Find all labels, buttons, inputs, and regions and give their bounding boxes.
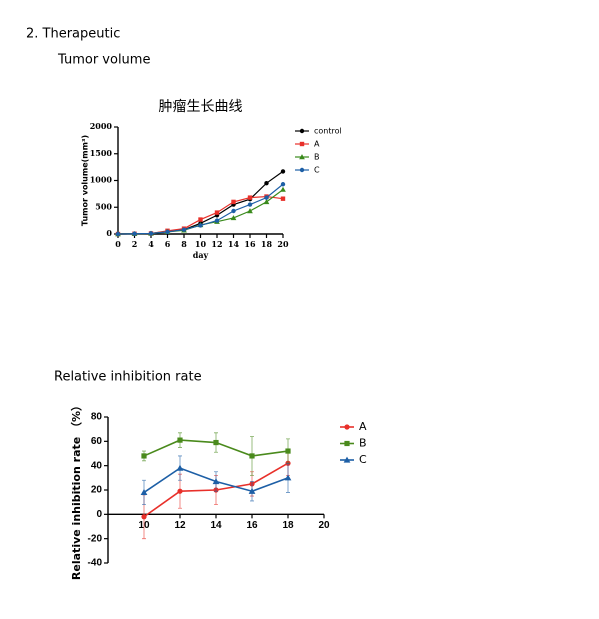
data-point xyxy=(198,217,203,222)
section-title: Relative inhibition rate xyxy=(54,370,202,385)
x-tick-label: 2 xyxy=(132,239,138,249)
data-point xyxy=(263,199,270,205)
data-point xyxy=(198,223,203,228)
y-tick-label: 0 xyxy=(96,509,102,520)
legend-label: C xyxy=(314,166,320,175)
data-point xyxy=(249,453,255,459)
data-point xyxy=(280,196,286,201)
data-point xyxy=(214,218,220,223)
y-tick-label: 60 xyxy=(91,436,103,447)
data-point xyxy=(177,488,183,494)
x-tick-label: 20 xyxy=(277,239,289,249)
y-tick-label: 40 xyxy=(91,460,103,471)
y-tick-label: 1000 xyxy=(90,175,113,185)
data-point xyxy=(141,514,147,520)
x-tick-label: 20 xyxy=(318,520,330,531)
x-tick-label: 16 xyxy=(246,520,258,531)
legend-marker xyxy=(299,154,305,160)
data-point xyxy=(247,202,253,207)
data-point xyxy=(148,231,154,236)
data-point xyxy=(214,210,220,215)
y-tick-label: 80 xyxy=(91,412,103,423)
x-axis-label: day xyxy=(193,250,209,260)
x-tick-label: 14 xyxy=(210,520,222,531)
x-tick-label: 10 xyxy=(195,239,207,249)
legend-marker xyxy=(299,141,305,147)
data-point xyxy=(280,186,286,192)
data-point xyxy=(231,199,236,205)
data-point xyxy=(132,231,137,236)
data-point xyxy=(230,215,237,221)
y-axis-label: Tumor volume(mm³) xyxy=(81,135,90,226)
x-tick-label: 6 xyxy=(165,239,171,249)
legend-marker xyxy=(299,167,305,173)
y-tick-label: 1500 xyxy=(90,148,113,158)
data-point xyxy=(247,195,253,200)
y-tick-label: 20 xyxy=(91,485,103,496)
data-point xyxy=(213,439,219,446)
data-point xyxy=(264,195,269,200)
series-line xyxy=(117,195,284,235)
x-tick-label: 12 xyxy=(174,520,186,531)
y-tick-label: -40 xyxy=(88,558,103,569)
data-point xyxy=(141,453,147,459)
x-tick-label: 4 xyxy=(148,239,154,249)
heading: 2. Therapeutic xyxy=(26,27,120,42)
data-point xyxy=(177,437,183,443)
y-axis-label: Relative inhibition rate （%） xyxy=(70,400,83,580)
data-point xyxy=(264,180,269,186)
data-point xyxy=(285,448,291,454)
x-tick-label: 12 xyxy=(211,239,222,249)
data-point xyxy=(284,474,292,481)
y-tick-label: 2000 xyxy=(90,121,113,131)
legend-label: C xyxy=(359,453,367,466)
data-point xyxy=(140,489,148,496)
subheading: Tumor volume xyxy=(57,53,150,68)
data-point xyxy=(280,182,286,187)
data-point xyxy=(181,227,187,232)
data-point xyxy=(280,169,286,174)
x-tick-label: 18 xyxy=(261,239,273,249)
legend-marker xyxy=(344,440,350,447)
x-tick-label: 14 xyxy=(228,239,240,249)
chart-title: 肿瘤生长曲线 xyxy=(159,98,243,115)
y-tick-label: 0 xyxy=(106,228,112,238)
data-point xyxy=(115,231,121,237)
x-tick-label: 18 xyxy=(282,520,294,531)
y-tick-label: 500 xyxy=(95,201,112,211)
legend-label: A xyxy=(359,420,367,433)
legend-marker xyxy=(344,424,350,430)
data-point xyxy=(176,464,184,471)
legend-label: B xyxy=(314,153,320,162)
legend-label: B xyxy=(359,437,367,450)
x-tick-label: 16 xyxy=(244,239,256,249)
legend-label: A xyxy=(314,140,320,149)
data-point xyxy=(248,487,256,494)
legend-marker xyxy=(343,456,351,463)
x-tick-label: 0 xyxy=(115,239,121,249)
data-point xyxy=(247,208,253,214)
x-tick-label: 8 xyxy=(181,239,187,249)
y-tick-label: -20 xyxy=(88,533,103,544)
legend-label: control xyxy=(314,127,342,136)
data-point xyxy=(212,478,220,485)
legend-marker xyxy=(299,128,305,134)
data-point xyxy=(165,229,170,235)
data-point xyxy=(231,208,236,214)
